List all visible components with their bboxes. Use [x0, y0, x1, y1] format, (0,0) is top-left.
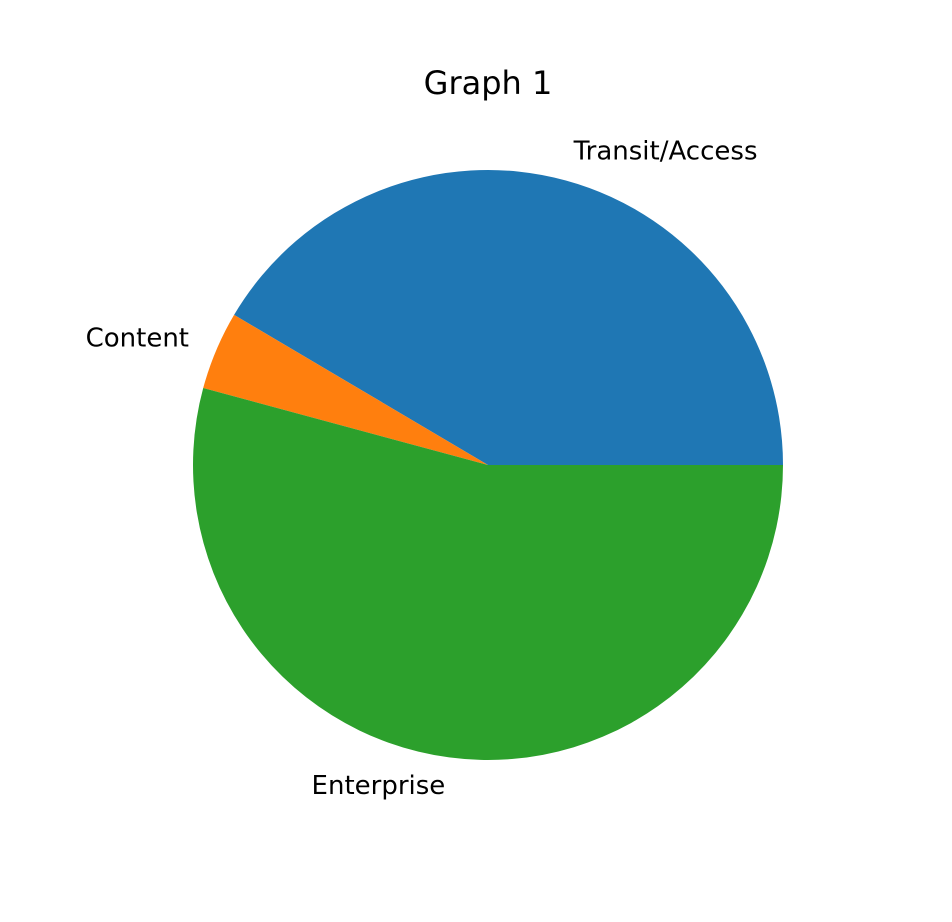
chart-title: Graph 1: [424, 64, 553, 102]
pie-label-enterprise: Enterprise: [312, 771, 446, 801]
pie-label-content: Content: [86, 323, 189, 353]
pie-label-transit-access: Transit/Access: [573, 137, 758, 167]
pie-slices: [193, 170, 783, 760]
